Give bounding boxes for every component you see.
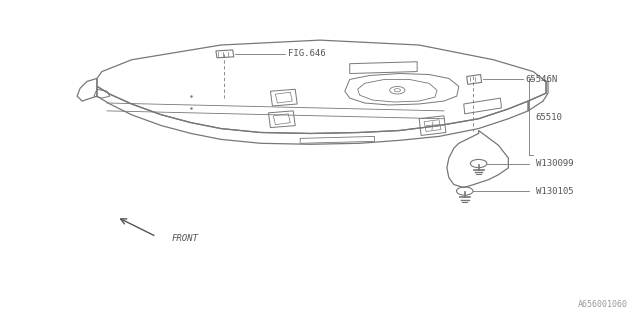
- Text: W130105: W130105: [536, 187, 573, 196]
- Text: FRONT: FRONT: [172, 234, 198, 243]
- Text: 65546N: 65546N: [525, 75, 557, 84]
- Text: 65510: 65510: [536, 113, 563, 122]
- Text: FIG.646: FIG.646: [288, 49, 326, 58]
- Text: W130099: W130099: [536, 159, 573, 168]
- Text: A656001060: A656001060: [578, 300, 628, 309]
